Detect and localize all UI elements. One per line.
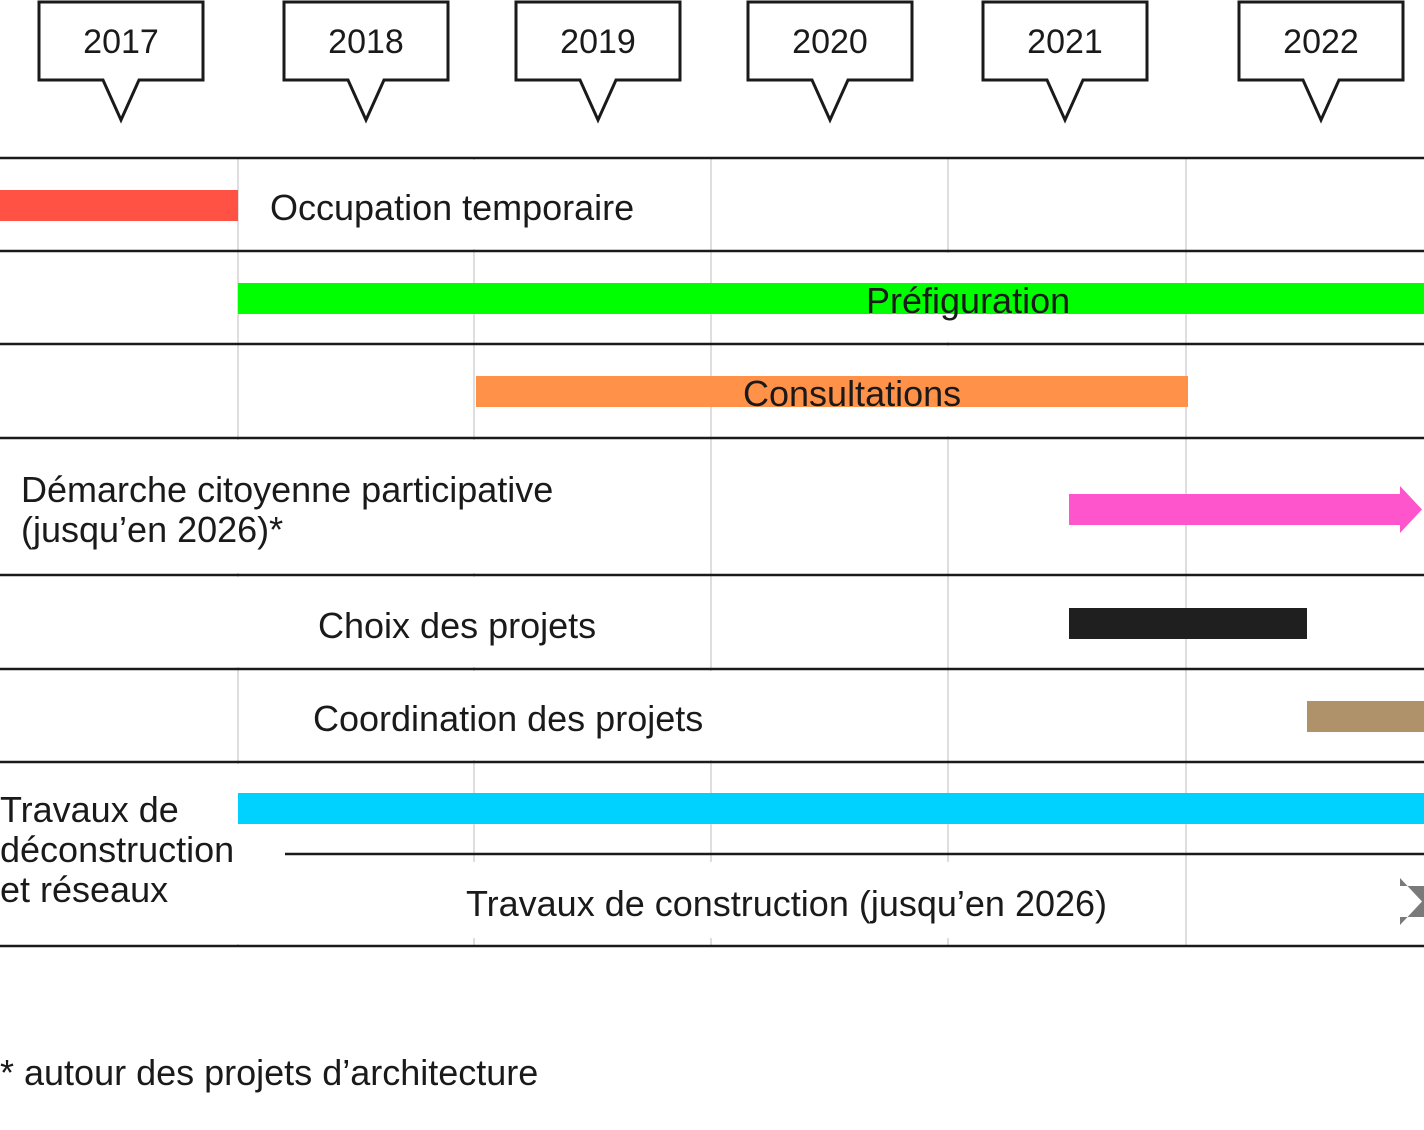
task-bar	[476, 376, 1188, 407]
task-bar	[238, 793, 1424, 824]
label-backdrop	[0, 440, 650, 573]
year-callout	[981, 0, 1149, 124]
year-label: 2020	[792, 23, 868, 61]
task-label: Préfiguration	[866, 280, 1070, 321]
label-backdrop	[0, 577, 650, 667]
year-callout	[1237, 0, 1405, 124]
year-label: 2022	[1283, 23, 1359, 61]
task-label: Travaux de construction (jusqu’en 2026)	[466, 883, 1107, 924]
timeline-diagram: 2017 2018 2019 2020 2021 2022 Occupation temp…	[0, 0, 1424, 948]
year-label: 2019	[560, 23, 636, 61]
task-label: Démarche citoyenne participative (jusqu’e…	[21, 469, 553, 550]
year-markers: 2017 2018 2019 2020 2021 2022	[37, 0, 1405, 124]
task-label-line: (jusqu’en 2026)*	[21, 509, 283, 550]
footnote: * autour des projets d’architecture	[0, 1052, 539, 1093]
year-callout	[746, 0, 914, 124]
label-backdrop	[240, 160, 680, 249]
year-callout	[37, 0, 205, 124]
year-callout	[282, 0, 450, 124]
year-callout	[514, 0, 682, 124]
task-label-line: Travaux de	[0, 789, 179, 830]
task-label: Choix des projets	[318, 605, 596, 646]
task-bars	[0, 190, 1424, 925]
task-arrow	[1069, 486, 1422, 533]
task-bar	[238, 283, 1424, 314]
year-label: 2017	[83, 23, 159, 61]
label-backdrop	[0, 764, 285, 944]
task-label: Travaux de déconstruction et réseaux	[0, 789, 234, 910]
task-bar	[0, 190, 238, 221]
label-backdrop	[245, 671, 770, 760]
task-label: Occupation temporaire	[270, 187, 634, 228]
half-year-gridlines	[0, 158, 1187, 946]
task-label: Coordination des projets	[313, 698, 703, 739]
task-label-line: et réseaux	[0, 869, 168, 910]
row-dividers	[0, 156, 1424, 948]
task-label-line: Démarche citoyenne participative	[21, 469, 553, 510]
task-label: Consultations	[743, 373, 961, 414]
task-labels: Occupation temporaire Préfiguration Consul…	[0, 187, 1107, 924]
task-bar	[1307, 701, 1424, 732]
task-bar	[1069, 608, 1307, 639]
task-label-line: déconstruction	[0, 829, 234, 870]
year-label: 2018	[328, 23, 404, 61]
year-label: 2021	[1027, 23, 1103, 61]
label-backdrop	[440, 862, 1180, 938]
task-arrow	[1400, 878, 1424, 925]
